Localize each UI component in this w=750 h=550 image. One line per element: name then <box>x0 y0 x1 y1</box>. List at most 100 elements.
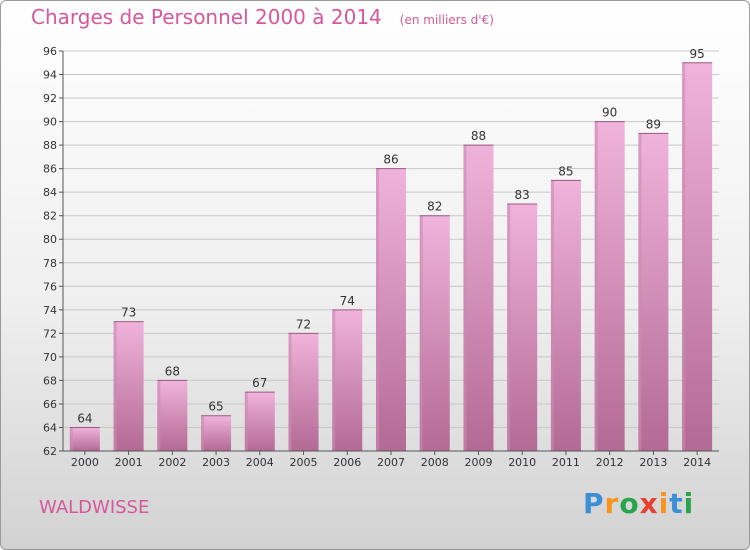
y-tick-label: 66 <box>43 398 57 411</box>
bar <box>682 62 713 451</box>
data-label: 86 <box>383 153 398 167</box>
logo-letter: i <box>658 487 670 520</box>
proxiti-logo: Proxiti <box>583 487 694 520</box>
bar <box>113 321 144 451</box>
y-tick-label: 74 <box>43 304 57 317</box>
x-tick-label: 2006 <box>333 456 361 469</box>
y-tick-label: 80 <box>43 233 57 246</box>
y-tick-label: 88 <box>43 139 57 152</box>
bar-shade <box>288 333 292 451</box>
bar <box>244 392 275 451</box>
bar-2008: 82 <box>419 200 450 451</box>
chart-header: Charges de Personnel 2000 à 2014 (en mil… <box>31 5 494 29</box>
y-tick-label: 68 <box>43 374 57 387</box>
x-tick-label: 2014 <box>683 456 711 469</box>
data-label: 90 <box>602 106 617 120</box>
data-label: 95 <box>689 47 704 61</box>
bar-shade <box>376 168 379 451</box>
data-label: 88 <box>471 129 486 143</box>
y-tick-label: 84 <box>43 186 57 199</box>
bar-2010: 83 <box>507 188 538 451</box>
data-label: 83 <box>515 188 530 202</box>
y-tick-label: 70 <box>43 351 57 364</box>
x-tick-label: 2010 <box>508 456 536 469</box>
y-tick-label: 72 <box>43 327 57 340</box>
bar-2014: 95 <box>682 47 713 451</box>
bar <box>419 215 450 451</box>
bar-2011: 85 <box>550 164 581 452</box>
x-tick-label: 2000 <box>71 456 99 469</box>
logo-letter: P <box>583 487 605 520</box>
bar <box>332 309 363 451</box>
x-tick-label: 2004 <box>246 456 274 469</box>
x-tick-label: 2005 <box>290 456 318 469</box>
bar <box>288 333 319 451</box>
bar-shade <box>157 380 161 451</box>
bar-2005: 72 <box>288 317 319 451</box>
x-axis: 2000 2001 2002 2003 2004 2005 2006 2007 2008 2009… <box>63 450 719 469</box>
y-axis: 62 64 66 68 70 72 74 76 78 80 82 84 86 88 90 92 94 96 <box>43 45 64 458</box>
x-tick-label: 2002 <box>158 456 186 469</box>
y-tick-label: 64 <box>43 421 57 434</box>
bar-2000: 64 <box>69 411 100 451</box>
bar-2006: 74 <box>332 294 363 451</box>
bar <box>594 121 625 452</box>
bar-shade <box>69 427 73 451</box>
bar-shade <box>332 309 336 451</box>
bar-2012: 90 <box>594 106 625 452</box>
data-label: 64 <box>77 411 92 425</box>
y-tick-label: 62 <box>43 445 57 458</box>
data-label: 73 <box>121 306 136 320</box>
bar-shade <box>419 215 423 451</box>
bar <box>376 168 406 451</box>
bar-shade <box>201 415 205 451</box>
data-label: 82 <box>427 200 442 214</box>
bar <box>69 427 100 451</box>
y-tick-label: 76 <box>43 280 57 293</box>
bar <box>157 380 188 451</box>
x-tick-label: 2008 <box>421 456 449 469</box>
y-tick-label: 90 <box>43 116 57 129</box>
logo-letter: x <box>639 487 659 520</box>
y-tick-label: 86 <box>43 163 57 176</box>
bar-2003: 65 <box>201 400 232 451</box>
data-label: 85 <box>558 164 573 178</box>
bar <box>638 133 669 451</box>
x-tick-label: 2009 <box>464 456 492 469</box>
data-label: 72 <box>296 317 311 331</box>
logo-letter: t <box>669 487 684 520</box>
bar-shade <box>682 62 686 451</box>
bar-shade <box>113 321 117 451</box>
bar-2001: 73 <box>113 306 144 451</box>
data-label: 67 <box>252 376 267 390</box>
data-label: 65 <box>208 400 223 414</box>
logo-letter: o <box>619 487 640 520</box>
bars: 64 73 68 65 67 72 74 86 82 88 83 85 90 89 95 <box>69 47 713 452</box>
data-label: 74 <box>340 294 355 308</box>
bar <box>507 203 538 451</box>
y-tick-label: 82 <box>43 210 57 223</box>
data-label: 68 <box>165 364 180 378</box>
bar-shade <box>244 392 248 451</box>
bar-2009: 88 <box>463 129 494 451</box>
y-tick-label: 94 <box>43 69 57 82</box>
bar-2004: 67 <box>244 376 275 451</box>
x-tick-label: 2013 <box>639 456 667 469</box>
logo-letter: i <box>683 487 695 520</box>
bar <box>550 180 581 452</box>
bar-2002: 68 <box>157 364 188 451</box>
x-tick-label: 2003 <box>202 456 230 469</box>
bar-2013: 89 <box>638 117 669 451</box>
x-tick-label: 2007 <box>377 456 405 469</box>
bar <box>463 145 494 451</box>
logo-letter: r <box>604 487 620 520</box>
data-label: 89 <box>646 117 661 131</box>
chart-subtitle: (en milliers d'€) <box>399 13 494 27</box>
y-tick-label: 78 <box>43 257 57 270</box>
bar-shade <box>594 121 598 452</box>
bar-shade <box>550 180 554 452</box>
bar-shade <box>638 133 642 451</box>
bar-shade <box>463 145 467 451</box>
